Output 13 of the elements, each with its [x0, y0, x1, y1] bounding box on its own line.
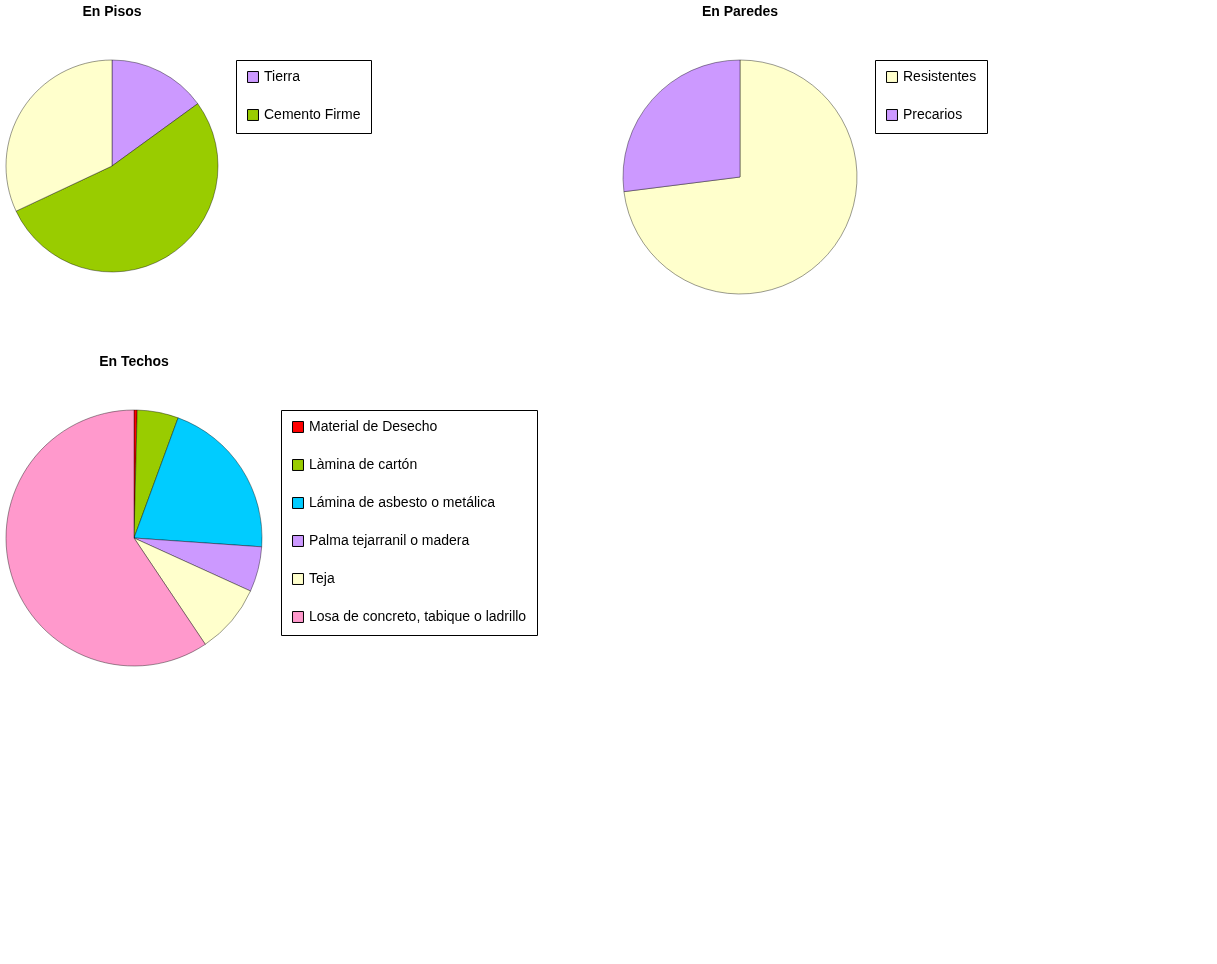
- chart-title: En Paredes: [701, 3, 779, 20]
- legend-label: Palma tejarranil o madera: [309, 532, 470, 548]
- chart-title: En Pisos: [82, 3, 142, 20]
- legend-label: Material de Desecho: [309, 418, 438, 434]
- legend-label: Precarios: [903, 106, 963, 122]
- legend-label: Lámina de asbesto o metálica: [309, 494, 496, 510]
- legend-label: Cemento Firme: [264, 106, 361, 122]
- legend-label: Làmina de cartón: [309, 456, 418, 472]
- chart-title: En Techos: [99, 353, 170, 370]
- legend-label: Losa de concreto, tabique o ladrillo: [309, 608, 527, 624]
- legend-label: Teja: [309, 570, 335, 586]
- legend-label: Tierra: [264, 68, 301, 84]
- legend-label: Resistentes: [903, 68, 977, 84]
